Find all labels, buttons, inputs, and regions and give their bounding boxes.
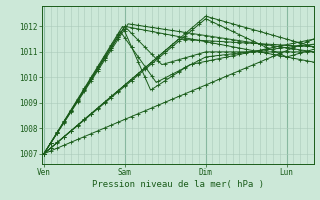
X-axis label: Pression niveau de la mer( hPa ): Pression niveau de la mer( hPa ) <box>92 180 264 189</box>
